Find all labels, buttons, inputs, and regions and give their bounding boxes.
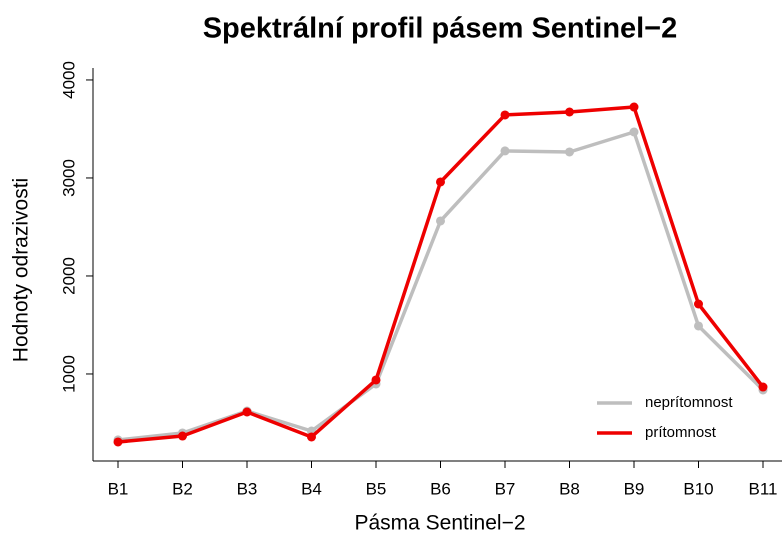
y-tick-label: 3000: [59, 159, 78, 197]
y-tick-label: 4000: [59, 61, 78, 99]
x-tick-label: B11: [749, 479, 778, 498]
legend-label: neprítomnost: [645, 394, 733, 411]
point: [436, 177, 445, 187]
point: [758, 382, 768, 392]
x-tick-label: B1: [108, 479, 129, 498]
x-tick-label: B8: [559, 479, 580, 498]
x-tick-label: B7: [495, 479, 516, 498]
point: [307, 432, 316, 442]
point: [629, 127, 639, 137]
x-tick-label: B5: [366, 479, 387, 498]
point: [500, 110, 510, 120]
y-tick-label: 2000: [59, 257, 78, 295]
point: [565, 147, 574, 157]
x-tick-label: B3: [237, 479, 258, 498]
point: [694, 321, 703, 331]
point: [436, 216, 445, 226]
point: [371, 375, 381, 385]
point: [178, 431, 187, 441]
x-tick-label: B9: [624, 479, 645, 498]
chart-title: Spektrální profil pásem Sentinel−2: [203, 13, 678, 45]
y-tick-label: 1000: [59, 355, 78, 393]
point: [242, 407, 252, 417]
point: [629, 102, 639, 112]
x-tick-label: B4: [301, 479, 322, 498]
x-tick-label: B10: [683, 479, 713, 498]
point: [113, 437, 123, 447]
x-tick-label: B6: [430, 479, 451, 498]
point: [500, 146, 510, 156]
x-tick-label: B2: [172, 479, 193, 498]
series-line: [117, 105, 765, 444]
legend-label: prítomnost: [645, 424, 717, 441]
x-axis-label: Pásma Sentinel−2: [354, 512, 525, 535]
point: [694, 299, 703, 309]
point: [565, 107, 574, 117]
y-axis-label: Hodnoty odrazivosti: [10, 178, 33, 362]
